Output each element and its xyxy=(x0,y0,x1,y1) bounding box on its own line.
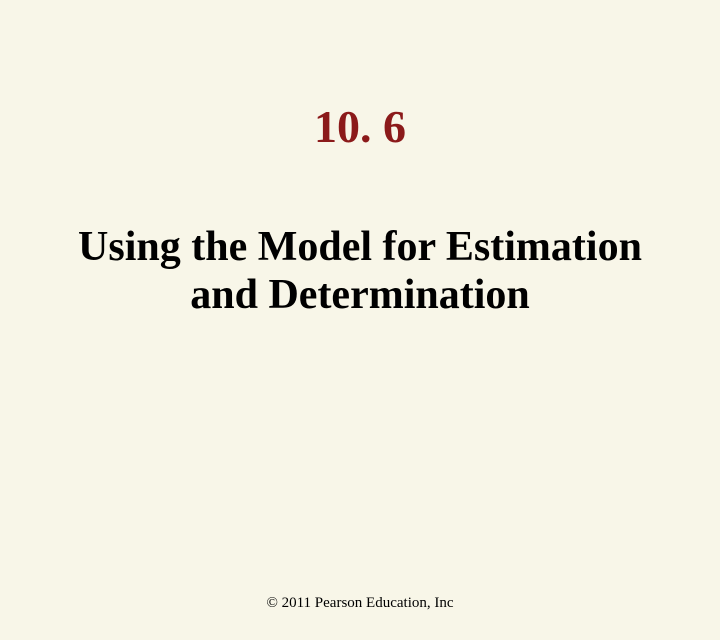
title-line-1: Using the Model for Estimation xyxy=(78,224,642,270)
slide-title: Using the Model for Estimation and Deter… xyxy=(0,223,720,320)
title-line-2: and Determination xyxy=(190,272,530,318)
copyright-text: © 2011 Pearson Education, Inc xyxy=(0,595,720,612)
section-number: 10. 6 xyxy=(0,100,720,153)
